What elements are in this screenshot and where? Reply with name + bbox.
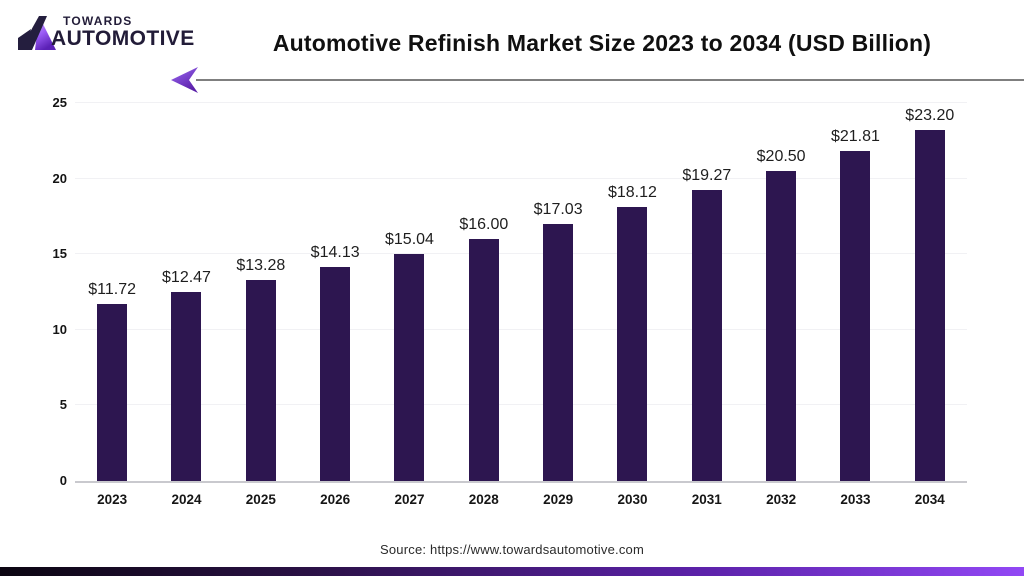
- bar: [766, 171, 797, 481]
- brand-name-towards: TOWARDS: [63, 14, 133, 28]
- bar-value-label: $23.20: [905, 107, 955, 125]
- bar-value-label: $15.04: [385, 230, 434, 248]
- bottom-gradient-band: [0, 567, 1024, 576]
- x-tick-label: 2030: [617, 492, 648, 507]
- y-tick-label: 15: [52, 246, 67, 262]
- brand-name-automotive: AUTOMOTIVE: [51, 27, 195, 50]
- header-divider-line: [196, 79, 1024, 81]
- x-tick-label: 2024: [171, 492, 202, 507]
- bar-group: $20.50: [744, 103, 818, 481]
- gridline: [75, 404, 967, 406]
- x-tick-label: 2026: [320, 492, 351, 507]
- y-tick-label: 20: [52, 170, 67, 186]
- bar-group: $13.28: [224, 103, 298, 481]
- bar-value-label: $14.13: [310, 244, 360, 262]
- bar-series: $11.72 $12.47 $13.28 $14.13 $15.04 $16.00 $17.…: [75, 103, 967, 481]
- bar-value-label: $18.12: [607, 184, 657, 202]
- left-arrow-icon: [171, 67, 198, 93]
- page-title: Automotive Refinish Market Size 2023 to …: [272, 30, 932, 56]
- gridline: [75, 253, 967, 255]
- bar: [171, 292, 202, 481]
- bar-value-label: $11.72: [88, 280, 137, 298]
- brand-logo: TOWARDS AUTOMOTIVE: [18, 14, 195, 50]
- bar-value-label: $12.47: [162, 269, 211, 287]
- gridline: [75, 102, 967, 103]
- x-tick-label: 2023: [97, 492, 128, 507]
- bar-group: $18.12: [595, 103, 669, 481]
- y-tick-label: 25: [52, 95, 67, 110]
- x-axis-tick-labels: 2023 2024 2025 2026 2027 2028 2029 2030 2031 2032…: [75, 492, 967, 507]
- bar-value-label: $17.03: [533, 200, 583, 218]
- bar-chart: 0 5 10 15 20 25 $11.72 $12.47 $13.28 $14.13 $15.0…: [53, 96, 967, 507]
- x-axis-line: [75, 481, 967, 483]
- bar: [543, 223, 574, 481]
- bar: [691, 189, 722, 481]
- x-tick-label: 2034: [914, 492, 945, 507]
- x-tick-label: 2025: [245, 492, 276, 507]
- bar: [320, 267, 351, 481]
- brand-logo-icon: [18, 16, 56, 50]
- bar-group: $21.81: [818, 103, 892, 481]
- bar: [617, 207, 648, 481]
- bar-value-label: $19.27: [682, 166, 732, 184]
- bar: [468, 239, 499, 481]
- bar-value-label: $13.28: [236, 257, 286, 275]
- bar-value-label: $20.50: [756, 148, 806, 166]
- x-tick-label: 2031: [691, 492, 722, 507]
- bar-value-label: $16.00: [459, 216, 509, 234]
- x-tick-label: 2029: [543, 492, 574, 507]
- bar: [97, 303, 128, 481]
- x-tick-label: 2027: [394, 492, 425, 507]
- x-tick-label: 2028: [468, 492, 499, 507]
- gridline: [75, 328, 967, 330]
- x-tick-label: 2032: [766, 492, 797, 507]
- bar-group: $14.13: [298, 103, 372, 481]
- bar: [840, 151, 871, 481]
- bar: [914, 130, 945, 481]
- bar: [394, 253, 425, 481]
- bar-group: $12.47: [149, 103, 223, 481]
- bar-group: $15.04: [372, 103, 446, 481]
- bar-group: $17.03: [521, 103, 595, 481]
- source-caption: Source: https://www.towardsautomotive.co…: [380, 542, 644, 557]
- bar-group: $19.27: [670, 103, 744, 481]
- bar-group: $11.72: [75, 103, 149, 481]
- bar-group: $16.00: [447, 103, 521, 481]
- x-tick-label: 2033: [840, 492, 871, 507]
- bar: [245, 280, 276, 481]
- y-tick-label: 0: [59, 473, 67, 488]
- bar-group: $23.20: [893, 103, 967, 481]
- gridline: [75, 177, 967, 179]
- brand-logo-text: TOWARDS AUTOMOTIVE: [51, 14, 195, 50]
- y-tick-label: 5: [59, 397, 67, 413]
- y-tick-label: 10: [52, 321, 67, 337]
- bar-value-label: $21.81: [830, 128, 880, 146]
